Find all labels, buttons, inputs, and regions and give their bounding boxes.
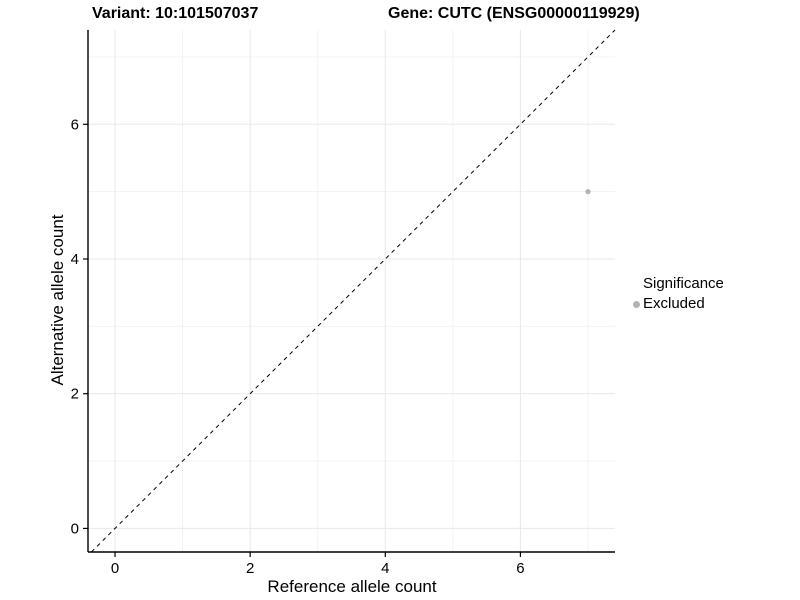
x-tick-label: 0 bbox=[111, 560, 119, 577]
legend-title: Significance bbox=[643, 275, 724, 292]
plot-title-variant: Variant: 10:101507037 bbox=[92, 5, 259, 22]
y-tick-label: 4 bbox=[71, 251, 79, 268]
legend-key bbox=[629, 300, 643, 308]
y-tick-label: 6 bbox=[71, 116, 79, 133]
legend: Significance Excluded bbox=[629, 275, 724, 313]
y-tick-label: 0 bbox=[71, 520, 79, 537]
x-axis-title: Reference allele count bbox=[267, 577, 437, 596]
x-tick-label: 2 bbox=[246, 560, 254, 577]
legend-dot-icon bbox=[632, 300, 640, 308]
x-tick-label: 6 bbox=[516, 560, 524, 577]
y-tick-label: 2 bbox=[71, 386, 79, 403]
identity-dashed-line bbox=[91, 29, 616, 553]
x-tick-label: 4 bbox=[381, 560, 389, 577]
legend-item-label: Excluded bbox=[643, 295, 705, 312]
plot-title-gene: Gene: CUTC (ENSG00000119929) bbox=[388, 5, 640, 22]
y-axis-title: Alternative allele count bbox=[48, 214, 67, 386]
data-point bbox=[585, 189, 591, 195]
legend-item-excluded: Excluded bbox=[629, 295, 724, 313]
